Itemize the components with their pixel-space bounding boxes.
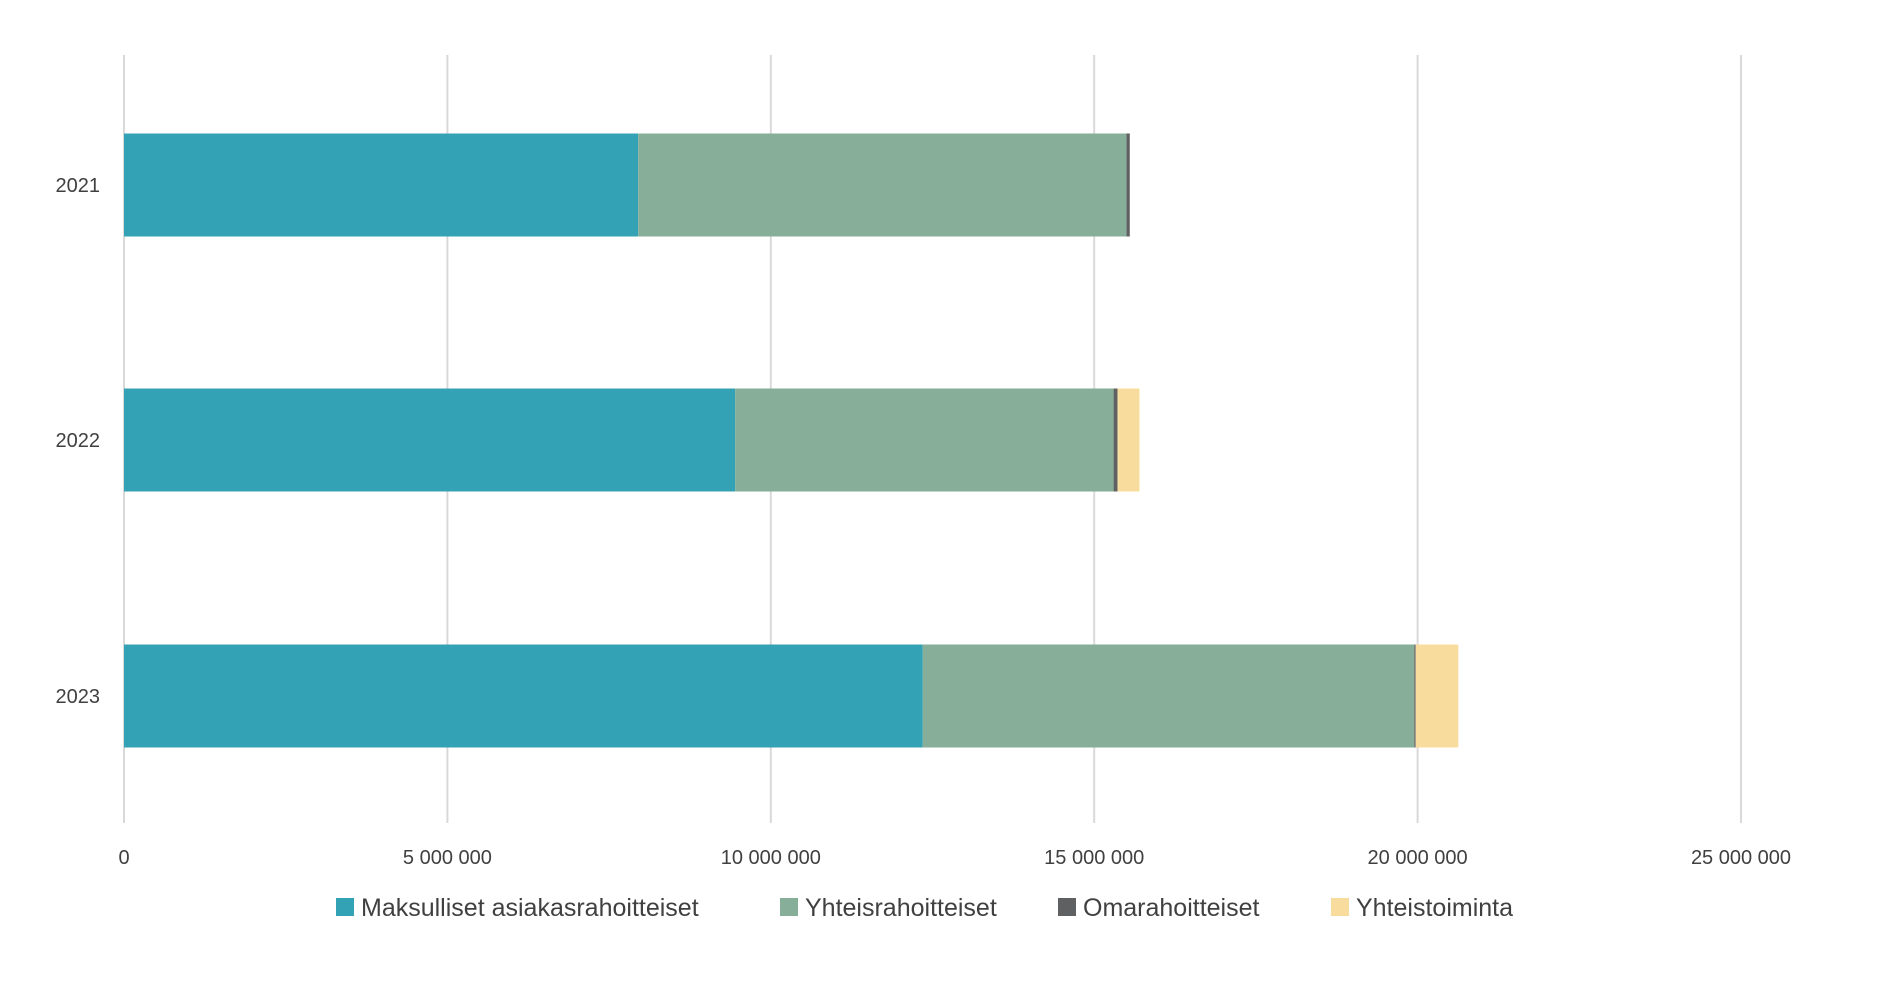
legend-swatch [336, 898, 354, 916]
bar-segment [922, 644, 1415, 748]
legend-label: Maksulliset asiakasrahoitteiset [361, 894, 699, 922]
bar-segment [1415, 644, 1459, 748]
x-tick-label: 10 000 000 [721, 847, 821, 869]
legend-item: Omarahoitteiset [1058, 894, 1260, 922]
legend: Maksulliset asiakasrahoitteiset Yhteisrah… [336, 894, 1513, 922]
legend-item: Maksulliset asiakasrahoitteiset [336, 894, 699, 922]
x-tick-label: 0 [118, 847, 129, 869]
legend-label: Yhteistoiminta [1356, 894, 1513, 922]
bar-segment [124, 644, 923, 748]
x-axis-ticks: 0 5 000 000 10 000 000 15 000 000 20 000 000… [118, 847, 1791, 869]
category-label: 2023 [56, 686, 101, 708]
legend-swatch [1331, 898, 1349, 916]
x-tick-label: 5 000 000 [403, 847, 492, 869]
x-tick-label: 25 000 000 [1691, 847, 1791, 869]
bars [124, 133, 1459, 748]
y-axis-categories: 2021 2022 2023 [56, 175, 101, 708]
bar-segment [638, 133, 1127, 237]
legend-label: Yhteisrahoitteiset [805, 894, 997, 922]
x-tick-label: 20 000 000 [1368, 847, 1468, 869]
bar-segment [1414, 644, 1416, 748]
legend-label: Omarahoitteiset [1083, 894, 1260, 922]
x-tick-label: 15 000 000 [1044, 847, 1144, 869]
legend-swatch [780, 898, 798, 916]
category-label: 2022 [56, 430, 101, 452]
bar-segment [1113, 388, 1118, 492]
category-label: 2021 [56, 175, 101, 197]
bar-segment [124, 388, 736, 492]
bar-segment [1126, 133, 1130, 237]
legend-item: Yhteistoiminta [1331, 894, 1513, 922]
legend-swatch [1058, 898, 1076, 916]
bar-segment [124, 133, 639, 237]
bar-segment [735, 388, 1114, 492]
legend-item: Yhteisrahoitteiset [780, 894, 997, 922]
bar-segment [1117, 388, 1140, 492]
